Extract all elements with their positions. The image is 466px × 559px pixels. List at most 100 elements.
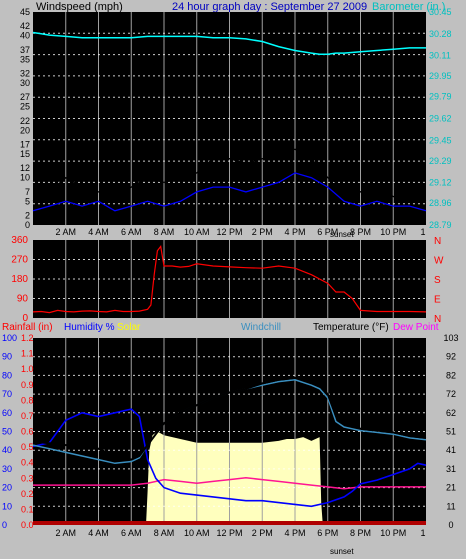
x-tick-label: 4 AM (88, 528, 109, 538)
solar-label: Solar (117, 322, 141, 333)
rain-tick-label: 0.6 (21, 427, 34, 437)
humidity-label: Humidity % (64, 322, 115, 333)
x-tick-label: 4 PM (284, 528, 305, 538)
temperature-tick-label: 11 (446, 501, 455, 511)
barometer-tick-label: 29.12 (429, 178, 452, 188)
humidity-tick-label: 90 (2, 352, 12, 362)
x-tick-label: 6 AM (121, 227, 142, 237)
x-tick-label: 2 AM (55, 528, 76, 538)
humidity-tick-label: 0 (2, 520, 7, 530)
compass-label: N (434, 314, 441, 325)
x-tick-label: 10 PM (380, 528, 406, 538)
temperature-tick-label: 103 (443, 333, 458, 343)
rain-tick-label: 0.4 (21, 458, 34, 468)
direction-y-tick-labels: 0 90 180 270 360 (11, 235, 28, 324)
x-tick-label: 2 PM (252, 528, 273, 538)
humidity-tick-label: 80 (2, 370, 12, 380)
wind-tick-label: 35 (20, 54, 30, 64)
rain-tick-label: 1.2 (21, 333, 34, 343)
humidity-tick-label: 10 (2, 501, 12, 511)
x-tick-label: 2 AM (55, 227, 76, 237)
wind-tick-label: 12 (20, 163, 30, 173)
rain-tick-label: 0.7 (21, 411, 34, 421)
rain-tick-label: 0.0 (21, 520, 34, 530)
compass-label: S (434, 275, 441, 286)
wind-panel-title: Windspeed (mph) (36, 1, 123, 13)
windspeed-series-line (32, 172, 427, 212)
wind-tick-label: 32 (20, 69, 30, 79)
temperature-y-tick-labels: 0 11 21 31 41 51 62 72 82 92 103 (443, 333, 458, 530)
wind-tick-label: 15 (20, 149, 30, 159)
wind-tick-label: 20 (20, 125, 30, 135)
compass-label: W (434, 256, 444, 267)
rain-tick-label: 0.3 (21, 473, 34, 483)
rain-tick-label: 1.0 (21, 364, 34, 374)
wind-tick-label: 2 (25, 211, 30, 221)
direction-tick-label: 270 (11, 255, 28, 266)
temperature-tick-label: 92 (446, 352, 456, 362)
humidity-tick-label: 20 (2, 483, 12, 493)
temperature-label: Temperature (°F) (313, 322, 389, 333)
wind-tick-label: 40 (20, 31, 30, 41)
barometer-tick-label: 30.11 (429, 51, 451, 61)
x-tick-label: 12 PM (216, 528, 242, 538)
rain-tick-label: 0.8 (21, 395, 34, 405)
temperature-tick-label: 62 (446, 408, 456, 418)
rain-tick-label: 0.2 (21, 489, 34, 499)
barometer-tick-label: 29.79 (429, 92, 452, 102)
humidity-tick-label: 70 (2, 389, 12, 399)
direction-tick-label: 360 (11, 235, 28, 246)
x-tick-label: 8 AM (154, 528, 175, 538)
humidity-tick-label: 50 (2, 427, 12, 437)
graph-day-title: 24 hour graph day : September 27 2009 (172, 1, 367, 13)
wind-direction-series-line (32, 245, 427, 314)
x-tick-labels-panel1: 2 AM 4 AM 6 AM 8 AM 10 AM 12 PM 2 PM 4 PM 6 PM 8 … (55, 227, 425, 237)
wind-grid (33, 12, 426, 225)
rainfall-series-bar (33, 521, 426, 525)
humidity-tick-label: 60 (2, 408, 12, 418)
wind-tick-label: 10 (20, 173, 30, 183)
solar-series-area (146, 431, 323, 525)
wind-tick-label: 7 (25, 187, 30, 197)
x-tick-label: 4 AM (88, 227, 109, 237)
x-tick-label: 8 PM (350, 227, 371, 237)
x-tick-label: 12 PM (216, 227, 242, 237)
temperature-tick-label: 31 (446, 464, 456, 474)
x-tick-label: 1 (420, 227, 425, 237)
wind-tick-label: 42 (20, 21, 30, 31)
compass-label: E (434, 295, 441, 306)
wind-tick-label: 22 (20, 116, 30, 126)
x-tick-label: 10 PM (380, 227, 406, 237)
sunset-label-panel1: sunset (330, 230, 354, 239)
x-tick-label: 1 (420, 528, 425, 538)
x-tick-label: 6 PM (317, 528, 338, 538)
temperature-tick-label: 0 (448, 520, 453, 530)
x-tick-labels-panel3: 2 AM 4 AM 6 AM 8 AM 10 AM 12 PM 2 PM 4 PM 6 PM 8 … (55, 528, 425, 538)
windchill-label: Windchill (241, 322, 281, 333)
wind-tick-label: 37 (20, 45, 30, 55)
temperature-tick-label: 51 (446, 427, 456, 437)
barometer-tick-label: 30.28 (429, 29, 452, 39)
barometer-tick-label: 29.29 (429, 156, 452, 166)
temperature-tick-label: 21 (446, 483, 456, 493)
rain-tick-label: 1.1 (21, 349, 34, 359)
wind-tick-label: 25 (20, 102, 30, 112)
x-tick-label: 2 PM (252, 227, 273, 237)
direction-tick-label: 0 (22, 313, 28, 324)
temperature-tick-label: 72 (446, 389, 456, 399)
barometer-tick-label: 29.95 (429, 71, 452, 81)
wind-tick-label: 45 (20, 7, 30, 17)
x-tick-label: 10 AM (184, 528, 210, 538)
direction-tick-label: 90 (17, 294, 29, 305)
humidity-y-tick-labels: 0 10 20 30 40 50 60 70 80 90 100 (2, 333, 17, 530)
humidity-tick-label: 100 (2, 333, 17, 343)
x-tick-label: 10 AM (184, 227, 210, 237)
barometer-series-line (32, 31, 426, 56)
direction-tick-label: 180 (11, 274, 28, 285)
temperature-tick-label: 82 (446, 370, 456, 380)
wind-tick-label: 5 (25, 196, 30, 206)
x-tick-label: 8 PM (350, 528, 371, 538)
